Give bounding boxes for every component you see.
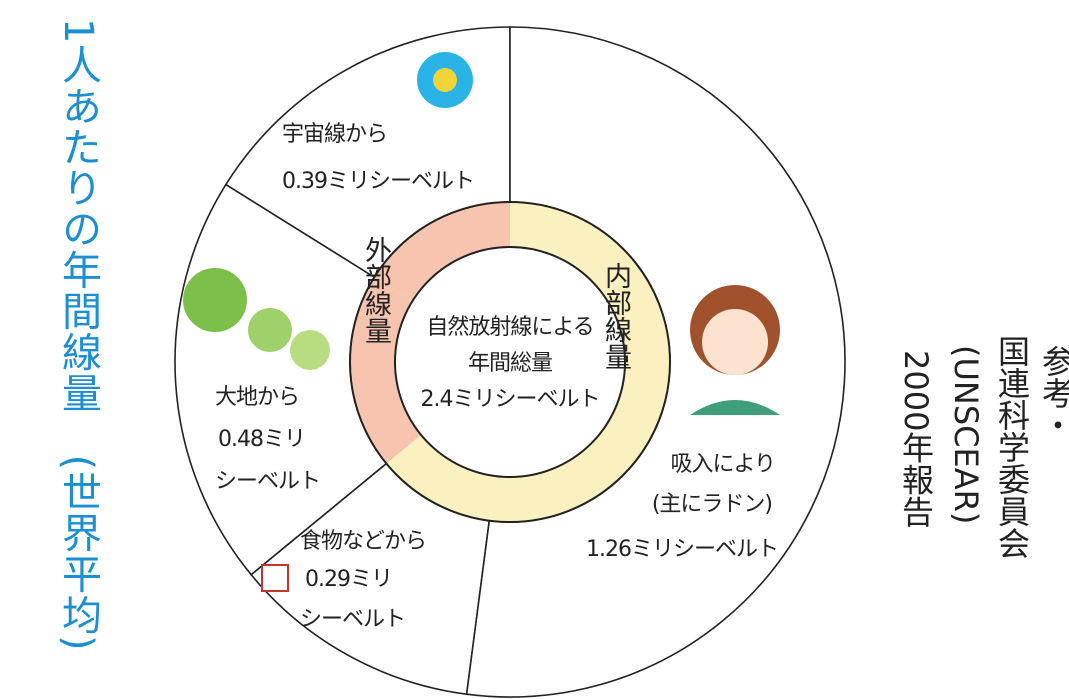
ring-segment — [374, 202, 510, 302]
value-label: シーベルト — [300, 607, 405, 632]
ring-segment — [489, 202, 670, 522]
title: 1人あたりの年間線量 (世界平均) — [55, 18, 101, 652]
food-icon — [261, 564, 289, 592]
value-label: 1.26ミリシーベルト — [586, 537, 778, 562]
slice-label: 宇宙線から — [282, 122, 387, 147]
value-label: 0.29ミリ — [305, 567, 392, 592]
person-face — [702, 309, 768, 375]
center-label: 年間総量 — [468, 351, 552, 376]
value-label: 0.48ミリ — [218, 427, 305, 452]
icons — [183, 52, 780, 592]
ring-segment — [350, 277, 422, 464]
ring-segment — [386, 435, 496, 521]
slice-label: 大地から — [215, 385, 299, 410]
ring-label: 外部線量 — [360, 236, 391, 344]
bush-icon — [290, 330, 330, 370]
slice-label: 吸入により — [670, 452, 775, 477]
value-label: シーベルト — [215, 469, 320, 494]
cosmic-icon-core — [433, 68, 457, 92]
slice-label: 食物などから — [300, 529, 426, 554]
person-body — [690, 400, 780, 415]
value-label: 0.39ミリシーベルト — [282, 169, 474, 194]
slice-label: (主にラドン) — [652, 492, 772, 517]
ring-label: 内部線量 — [600, 262, 631, 370]
note: (UNSCEAR) — [947, 345, 985, 525]
note: 2000年報告 — [897, 350, 935, 528]
center-label: 2.4ミリシーベルト — [421, 387, 600, 412]
center-circle — [394, 246, 626, 478]
note: 国連科学委員会 — [993, 335, 1031, 559]
center-label: 自然放射線による — [426, 315, 593, 340]
ring-outline — [349, 201, 671, 523]
tree-icon — [248, 308, 292, 352]
tree-icon — [183, 268, 247, 332]
note: 参考・ — [1037, 345, 1069, 441]
